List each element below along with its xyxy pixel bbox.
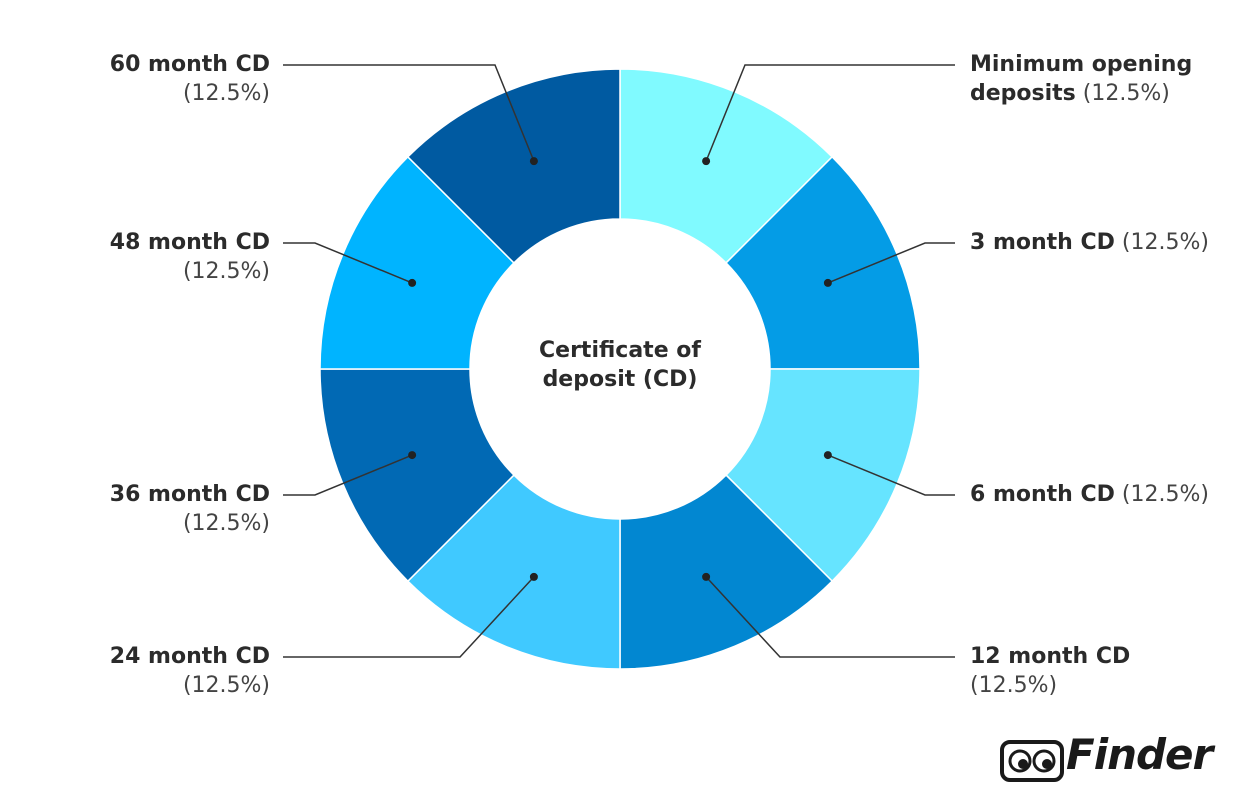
leader-line xyxy=(705,64,955,162)
donut-segment xyxy=(619,474,834,670)
donut-segment xyxy=(725,155,921,370)
donut-segment xyxy=(619,68,834,264)
leader-line xyxy=(283,64,535,162)
leader-line xyxy=(827,242,955,284)
leader-line xyxy=(283,576,535,658)
leader-dot xyxy=(529,572,538,581)
slice-label: 12 month CD (12.5%) xyxy=(970,642,1170,700)
logo-icon xyxy=(1000,740,1064,782)
value-label: (12.5%) xyxy=(182,673,270,698)
value-label: (12.5%) xyxy=(182,81,270,106)
leader-line xyxy=(827,454,955,496)
slice-label: 3 month CD (12.5%) xyxy=(970,228,1240,257)
category-label: 3 month CD xyxy=(970,230,1115,255)
leader-line xyxy=(705,576,955,658)
donut-segment xyxy=(406,68,621,264)
leader-line xyxy=(283,454,413,496)
leader-dot xyxy=(702,157,711,166)
leader-dot xyxy=(408,278,417,287)
leader-dot xyxy=(823,451,832,460)
category-label: 12 month CD xyxy=(970,644,1131,669)
brand: Finder xyxy=(1066,730,1213,779)
leader-dot xyxy=(823,278,832,287)
category-label: 48 month CD xyxy=(109,230,270,255)
category-label: 36 month CD xyxy=(109,482,270,507)
donut-segment xyxy=(319,368,515,583)
slice-label: Minimum opening deposits (12.5%) xyxy=(970,50,1220,108)
category-label: 6 month CD xyxy=(970,482,1115,507)
leader-line xyxy=(283,242,413,284)
value-label: (12.5%) xyxy=(182,511,270,536)
slice-label: 60 month CD (12.5%) xyxy=(70,50,270,108)
donut-segment xyxy=(725,368,921,583)
category-label: 24 month CD xyxy=(109,644,270,669)
value-label: (12.5%) xyxy=(1121,482,1209,507)
leader-dot xyxy=(529,157,538,166)
slice-label: 48 month CD (12.5%) xyxy=(70,228,270,286)
leader-dot xyxy=(408,451,417,460)
center-label: Certificate of deposit (CD) xyxy=(539,338,701,392)
slice-label: 24 month CD (12.5%) xyxy=(70,642,270,700)
value-label: (12.5%) xyxy=(970,673,1058,698)
category-label: Minimum opening deposits xyxy=(970,52,1193,106)
value-label: (12.5%) xyxy=(1121,230,1209,255)
donut-segment xyxy=(406,474,621,670)
leader-dot xyxy=(702,572,711,581)
donut-segment xyxy=(319,155,515,370)
slice-label: 6 month CD (12.5%) xyxy=(970,480,1240,509)
value-label: (12.5%) xyxy=(182,259,270,284)
category-label: 60 month CD xyxy=(109,52,270,77)
value-label: (12.5%) xyxy=(1082,81,1170,106)
slice-label: 36 month CD (12.5%) xyxy=(70,480,270,538)
